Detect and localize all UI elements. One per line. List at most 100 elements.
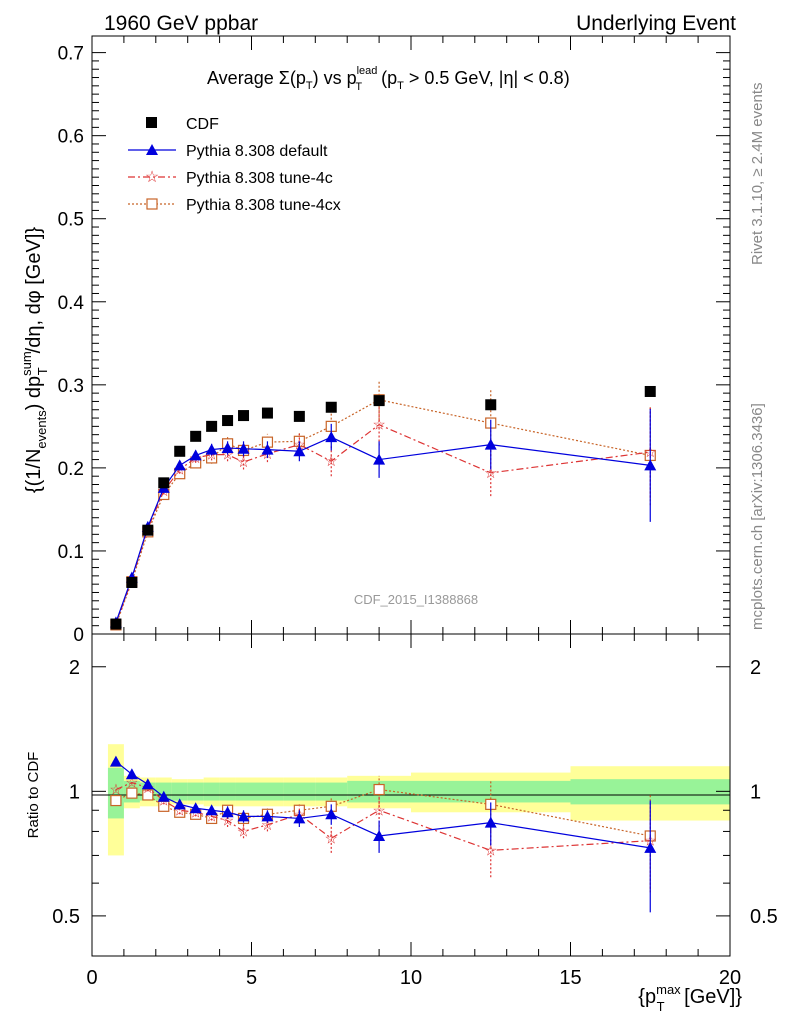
point-cdf	[110, 618, 122, 630]
ratio-ytick-label-right: 0.5	[750, 906, 778, 928]
point-default	[484, 438, 497, 450]
point-default	[293, 445, 306, 457]
point-cdf	[644, 385, 656, 397]
ylabel-a: {(1/N	[23, 449, 45, 493]
xtick-label: 10	[400, 967, 422, 989]
title-sub-t1: T	[306, 80, 313, 92]
ratio-point-default	[221, 806, 234, 818]
point-cdf	[222, 415, 234, 427]
ratio-ytick-label-left: 2	[69, 657, 80, 679]
ratio-ytick-label-left: 1	[69, 781, 80, 803]
xlabel-a: {p	[638, 986, 656, 1008]
legend-cdf-marker	[146, 117, 157, 128]
title-prefix: Average	[207, 68, 279, 88]
main-ytick-label: 0.3	[58, 376, 84, 397]
main-ytick-label: 0.6	[58, 127, 84, 148]
point-default	[237, 442, 250, 454]
main-ytick-label: 0	[73, 625, 84, 646]
ratio-point-tune4c: ☆	[484, 842, 497, 859]
title-sup-lead: lead	[357, 65, 378, 77]
ratio-point-tune4c: ☆	[325, 830, 338, 847]
rivet-version-label: Rivet 3.1.10, ≥ 2.4M events	[749, 83, 766, 266]
ylabel-c: /dη, dφ [GeV]}	[23, 227, 45, 354]
title-paren: (p	[376, 68, 397, 88]
ratio-band	[107, 744, 730, 856]
ratio-series-layer: ☆☆☆☆☆☆☆☆☆☆☆☆☆☆☆	[109, 755, 657, 913]
ratio-ytick-label-right: 2	[750, 657, 761, 679]
ratio-y-axis-label: Ratio to CDF	[25, 752, 42, 839]
ratio-y-ticks: 0.5 1 2 0.5 1 2	[52, 657, 778, 957]
header-analysis-type: Underlying Event	[576, 12, 736, 35]
title-sub-t2: T	[355, 81, 362, 93]
ratio-band-inner	[411, 780, 571, 803]
ratio-point-default	[261, 810, 274, 822]
ratio-band-inner	[315, 782, 348, 801]
ratio-point-tune4cx	[373, 783, 385, 796]
point-cdf	[174, 445, 186, 457]
ratio-ytick-label-right: 1	[750, 781, 761, 803]
ratio-band-inner	[235, 782, 252, 801]
point-cdf	[293, 410, 305, 422]
title-sub-t3: T	[397, 80, 404, 92]
point-tune4c: ☆	[372, 417, 385, 434]
main-ytick-label: 0.7	[58, 44, 84, 65]
ratio-band-inner	[283, 782, 316, 801]
title-mid: ) vs p	[313, 68, 357, 88]
point-tune4c: ☆	[325, 453, 338, 470]
point-default	[373, 453, 386, 465]
point-cdf	[142, 524, 154, 536]
ratio-band-inner	[251, 782, 284, 801]
xlabel-b: [GeV]}	[679, 986, 743, 1008]
point-cdf	[485, 399, 497, 411]
point-cdf	[325, 401, 337, 413]
ratio-band-inner	[187, 782, 204, 801]
main-y-axis-label: {(1/Nevents) dpsumT/dη, dφ [GeV]}	[19, 227, 50, 493]
point-cdf	[158, 477, 170, 489]
main-ytick-label: 0.4	[58, 293, 85, 314]
ratio-point-default	[373, 829, 386, 841]
point-cdf	[373, 395, 385, 407]
ylabel-events: events	[34, 410, 49, 449]
ratio-line-tune4c	[115, 781, 651, 851]
legend-cdf-label: CDF	[186, 116, 219, 133]
legend-tune4c-label: Pythia 8.308 tune-4c	[186, 170, 333, 187]
xlabel-max: max	[656, 982, 681, 997]
main-ytick-label: 0.1	[58, 542, 84, 563]
ratio-point-default	[325, 808, 338, 820]
point-default	[173, 459, 186, 471]
ratio-point-tune4cx	[110, 794, 122, 807]
xtick-label: 20	[719, 967, 741, 989]
xtick-label: 15	[559, 967, 581, 989]
ratio-point-tune4cx	[126, 787, 138, 799]
ratio-point-tune4c: ☆	[109, 782, 122, 799]
ratio-point-default	[484, 816, 497, 828]
xtick-label: 5	[246, 967, 257, 989]
ratio-point-default	[141, 778, 154, 790]
point-tune4c: ☆	[237, 454, 250, 471]
ratio-point-default	[189, 802, 202, 814]
header-energy: 1960 GeV ppbar	[104, 12, 258, 35]
ylabel-t: T	[35, 367, 50, 375]
ratio-point-default	[109, 755, 122, 767]
ratio-point-tune4c: ☆	[372, 802, 385, 819]
legend-default-label: Pythia 8.308 default	[186, 143, 328, 160]
ylabel-b: ) dp	[23, 376, 45, 410]
legend-tune4c-marker: ☆	[145, 169, 159, 186]
ratio-band-inner	[219, 782, 236, 801]
point-default	[189, 449, 202, 461]
point-default	[261, 443, 274, 455]
ratio-point-default	[237, 810, 250, 822]
ratio-band-inner	[171, 782, 188, 801]
point-default	[221, 441, 234, 453]
main-y-ticks: 0 0.1 0.2 0.3 0.4 0.5 0.6 0.7	[58, 44, 730, 646]
ratio-point-default	[644, 841, 657, 853]
legend-tune4cx-marker	[146, 198, 158, 210]
point-cdf	[261, 407, 273, 419]
xtick-label: 0	[86, 967, 97, 989]
main-ytick-label: 0.2	[58, 459, 84, 480]
point-tune4c: ☆	[484, 465, 497, 482]
main-title: Average Σ(pT) vs plead T (pT > 0.5 GeV, |…	[207, 65, 570, 93]
main-series-layer: ☆☆☆☆☆☆☆☆☆☆☆☆☆☆☆	[109, 379, 657, 633]
